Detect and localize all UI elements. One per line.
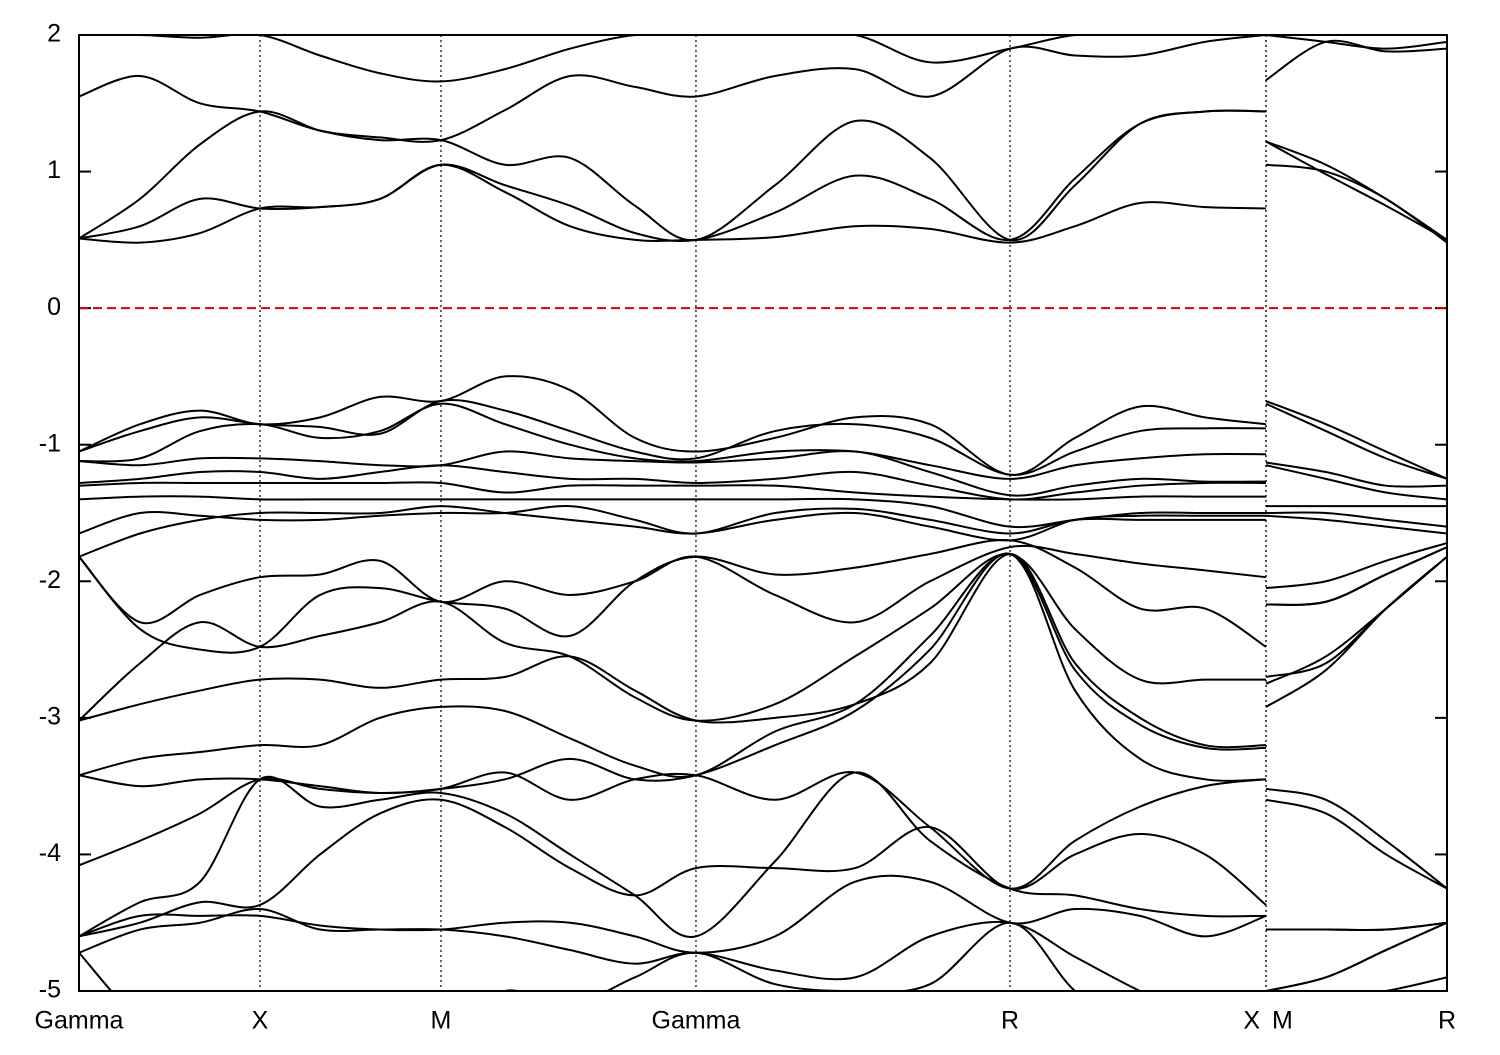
x-tick-label: M [1272, 1007, 1293, 1035]
bands [79, 35, 1447, 991]
y-tick-label: -2 [39, 566, 61, 594]
band-line [79, 544, 1447, 625]
band-line [79, 450, 1447, 501]
band-line [79, 35, 1447, 143]
band-line [79, 798, 1447, 938]
y-tick-label: -5 [39, 976, 61, 1004]
y-tick-label: 0 [47, 293, 61, 321]
x-tick-label: R [1438, 1007, 1456, 1035]
band-line [79, 908, 1447, 991]
x-tick-label: M [431, 1007, 452, 1035]
y-tick-label: -4 [39, 839, 61, 867]
plot-frame [78, 34, 1448, 992]
band-line [79, 109, 1447, 243]
x-tick-label: X [252, 1007, 269, 1035]
y-tick-label: 2 [47, 20, 61, 48]
x-tick-label: X [1243, 1007, 1260, 1035]
band-line [79, 552, 1447, 890]
band-line [79, 402, 1447, 488]
band-line [79, 552, 1447, 890]
y-tick-label: -1 [39, 429, 61, 457]
y-tick-label: 1 [47, 156, 61, 184]
x-tick-label: Gamma [35, 1007, 124, 1035]
band-line [79, 874, 1447, 991]
band-line [79, 464, 1447, 508]
band-line [79, 552, 1447, 749]
x-tick-label: Gamma [652, 1007, 741, 1035]
y-tick-label: -3 [39, 702, 61, 730]
band-line [79, 481, 1447, 528]
x-tick-label: R [1001, 1007, 1019, 1035]
